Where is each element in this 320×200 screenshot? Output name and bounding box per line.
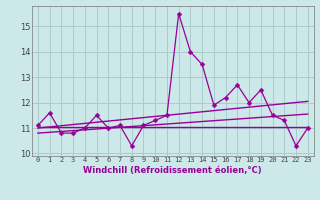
X-axis label: Windchill (Refroidissement éolien,°C): Windchill (Refroidissement éolien,°C) <box>84 166 262 175</box>
